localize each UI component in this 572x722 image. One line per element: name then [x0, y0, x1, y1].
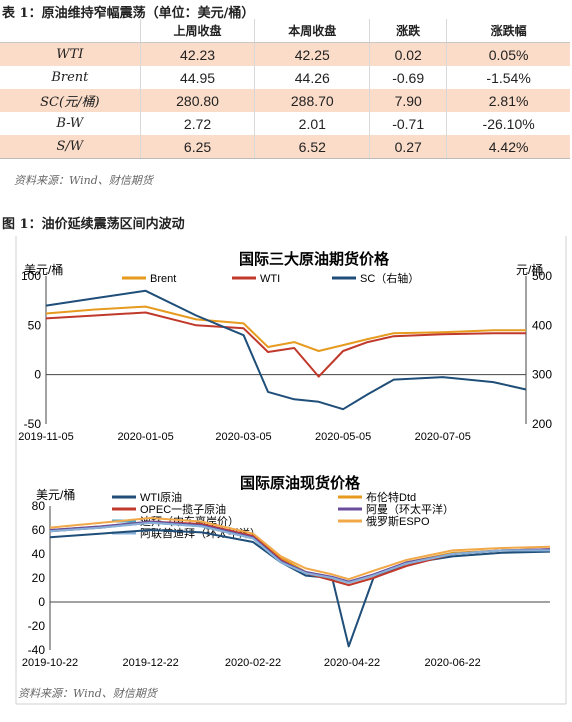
series-line: [45, 289, 527, 411]
table-header-row: 上周收盘 本周收盘 涨跌 涨跌幅: [0, 19, 570, 43]
figure-caption: 图 1：油价延续震荡区间内波动: [2, 217, 185, 232]
figure-source: 资料来源：Wind、财信期货: [18, 687, 159, 700]
chart2-title: 国际原油现货价格: [240, 474, 361, 492]
legend-label: 布伦特Dtd: [366, 490, 416, 504]
y-tick-label: 50: [28, 318, 42, 332]
y-tick-label: -20: [28, 619, 46, 633]
price-table: 上周收盘 本周收盘 涨跌 涨跌幅 WTI 42.23 42.25 0.02 0.…: [0, 19, 570, 159]
y-tick-label: 0: [38, 595, 45, 609]
y-tick-label: 20: [32, 571, 46, 585]
table-cell: 280.80: [139, 89, 255, 112]
y2-tick-label: 500: [532, 269, 552, 283]
row-label: WTI: [0, 42, 141, 66]
table-cell: 2.01: [254, 112, 370, 135]
x-tick-label: 2020-05-05: [315, 431, 371, 443]
table-row: WTI 42.23 42.25 0.02 0.05%: [0, 42, 570, 66]
series-line: [49, 521, 550, 584]
y-tick-label: 80: [32, 499, 46, 513]
series-line: [45, 311, 526, 378]
x-tick-label: 2019-12-22: [123, 657, 179, 669]
table-cell: 288.70: [254, 89, 370, 112]
table-row: B-W 2.72 2.01 -0.71 -26.10%: [0, 112, 570, 135]
table-cell: 2.72: [139, 112, 255, 135]
y-tick-label: 40: [32, 547, 46, 561]
legend-label: 俄罗斯ESPO: [366, 515, 430, 528]
table-cell: -0.71: [369, 112, 447, 135]
y2-tick-label: 200: [532, 417, 552, 431]
table-cell: 4.42%: [446, 135, 570, 159]
y2-tick-label: 300: [532, 368, 552, 382]
x-tick-label: 2020-07-05: [415, 431, 471, 443]
table-row: Brent 44.95 44.26 -0.69 -1.54%: [0, 66, 570, 89]
table-caption: 表 1：原油维持窄幅震荡（单位：美元/桶）: [2, 6, 255, 21]
table-row: S/W 6.25 6.52 0.27 4.42%: [0, 135, 570, 159]
table-cell: 42.23: [139, 42, 255, 66]
table-cell: 2.81%: [446, 89, 570, 112]
legend-label: SC（右轴）: [360, 271, 419, 285]
table-cell: -1.54%: [446, 66, 570, 89]
y-tick-label: -40: [28, 643, 46, 657]
oil-price-charts: 国际三大原油期货价格 美元/桶 元/桶 Brent WTI SC（右轴） 100 50…: [15, 236, 567, 705]
chart2-ylabel: 美元/桶: [36, 487, 75, 502]
table-source: 资料来源：Wind、财信期货: [14, 174, 153, 187]
table-cell: 0.05%: [446, 42, 570, 66]
row-label: Brent: [51, 70, 89, 85]
legend-label: WTI: [260, 273, 280, 285]
header-cell: 本周收盘: [254, 19, 370, 43]
x-tick-label: 2020-01-05: [117, 431, 173, 443]
x-tick-label: 2020-04-22: [324, 657, 380, 669]
table-row: SC(元/桶) 280.80 288.70 7.90 2.81%: [0, 89, 570, 112]
header-cell: [0, 19, 141, 43]
table-cell: 6.25: [139, 135, 255, 159]
chart1-y2label: 元/桶: [516, 262, 543, 277]
table-cell: 44.95: [139, 66, 255, 89]
x-tick-label: 2020-06-22: [424, 657, 480, 669]
table-cell: 0.27: [369, 135, 447, 159]
legend-label: WTI原油: [140, 490, 182, 504]
series-line: [45, 305, 526, 352]
y-tick-label: -50: [24, 417, 42, 431]
legend-label: Brent: [150, 273, 176, 285]
y-tick-label: 100: [21, 269, 41, 283]
series-line: [49, 517, 551, 581]
x-tick-label: 2020-02-22: [225, 657, 281, 669]
x-tick-label: 2020-03-05: [215, 431, 271, 443]
table-cell: -0.69: [369, 66, 447, 89]
header-cell: 涨跌: [369, 19, 447, 43]
series-line: [49, 529, 551, 648]
header-cell: 涨跌幅: [446, 19, 570, 43]
table-cell: 42.25: [254, 42, 370, 66]
header-cell: 上周收盘: [139, 19, 255, 43]
legend-label: 阿曼（环太平洋）: [366, 502, 454, 516]
table-cell: 7.90: [369, 89, 447, 112]
x-tick-label: 2019-11-05: [18, 431, 73, 443]
row-label: B-W: [56, 116, 84, 131]
y-tick-label: 60: [32, 523, 46, 537]
row-label: S/W: [0, 135, 141, 159]
chart1-ylabel: 美元/桶: [24, 262, 63, 277]
table-cell: -26.10%: [446, 112, 570, 135]
x-tick-label: 2019-10-22: [22, 657, 78, 669]
table-cell: 0.02: [369, 42, 447, 66]
table-cell: 44.26: [254, 66, 370, 89]
table-cell: 6.52: [254, 135, 370, 159]
legend-label: OPEC一揽子原油: [140, 502, 226, 516]
y2-tick-label: 400: [532, 318, 552, 332]
y-tick-label: 0: [34, 368, 41, 382]
chart1-title: 国际三大原油期货价格: [239, 250, 390, 268]
row-label: SC(元/桶): [0, 89, 141, 112]
